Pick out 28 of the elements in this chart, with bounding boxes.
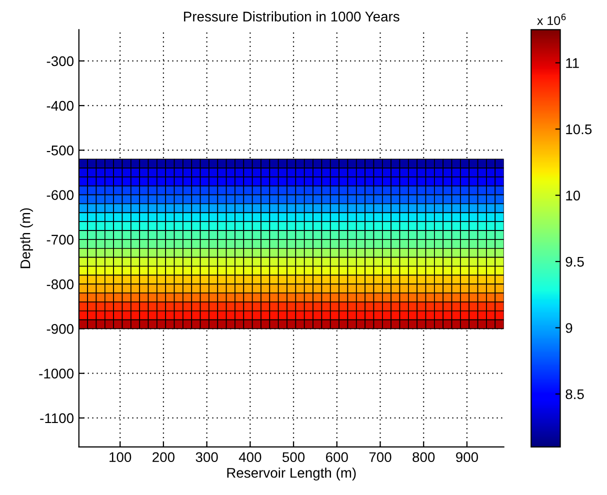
- x-tick-label: 900: [456, 452, 478, 462]
- x-tick-label: 600: [326, 452, 348, 462]
- y-tick-label: -500: [46, 146, 74, 156]
- color-bar-title: x 10$^{6}$: [537, 14, 566, 26]
- y-tick-label: -700: [46, 234, 74, 245]
- chart-title: Pressure Distribution in 1000 Years: [184, 11, 400, 22]
- y-tick-label: -400: [46, 100, 74, 111]
- color-bar-label: 8.5: [566, 389, 584, 400]
- color-bar-label: 10: [566, 190, 580, 200]
- x-tick-label: 800: [412, 452, 435, 462]
- color-bar-label: 11: [566, 58, 579, 68]
- color-bar-label: 9.5: [566, 256, 584, 267]
- x-tick-label: 300: [196, 452, 218, 462]
- y-tick-label: -800: [46, 279, 74, 290]
- y-axis-title: Depth (m): [20, 208, 33, 268]
- x-tick-label: 500: [282, 452, 305, 462]
- y-tick-label: -900: [46, 324, 74, 334]
- x-axis-title: Reservoir Length (m): [227, 468, 356, 481]
- x-tick-label: 100: [110, 452, 132, 462]
- x-tick-label: 200: [152, 452, 174, 462]
- y-tick-label: -1100: [40, 413, 74, 424]
- color-bar-label: 9: [566, 323, 572, 333]
- x-tick-label: 700: [369, 452, 392, 462]
- y-tick-label: -600: [46, 190, 74, 200]
- y-tick-label: -300: [46, 56, 74, 66]
- y-tick-label: -1000: [39, 368, 74, 379]
- color-bar-label: 10.5: [566, 124, 592, 134]
- x-tick-label: 400: [238, 452, 262, 462]
